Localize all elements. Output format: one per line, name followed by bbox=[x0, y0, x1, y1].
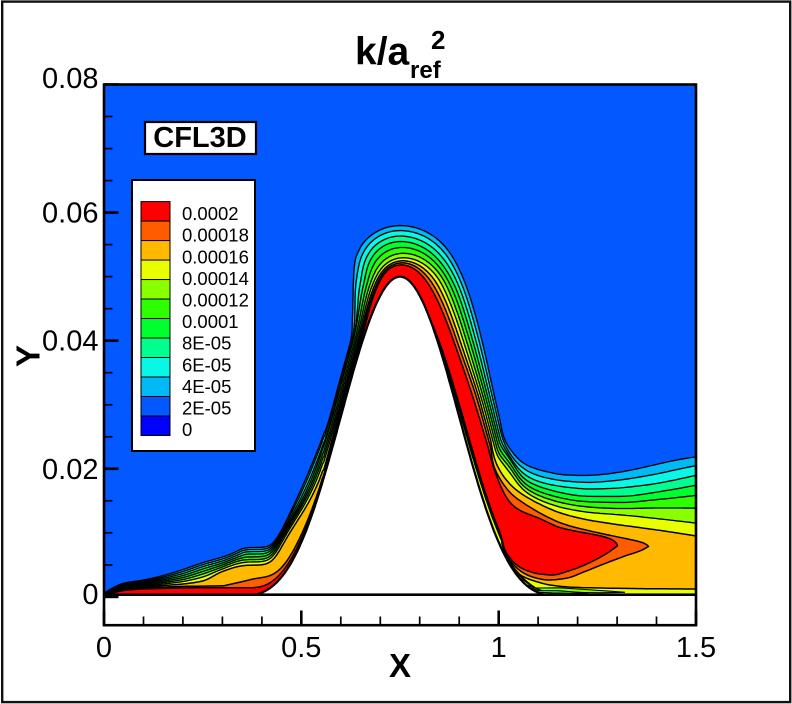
svg-text:0.00012: 0.00012 bbox=[182, 290, 249, 311]
svg-text:6E-05: 6E-05 bbox=[182, 354, 231, 375]
svg-text:X: X bbox=[389, 647, 411, 684]
svg-text:0: 0 bbox=[182, 419, 192, 440]
svg-text:1: 1 bbox=[491, 632, 507, 664]
svg-text:1.5: 1.5 bbox=[676, 632, 716, 664]
svg-text:2: 2 bbox=[431, 25, 445, 55]
svg-text:0.00018: 0.00018 bbox=[182, 225, 249, 246]
svg-text:0.5: 0.5 bbox=[281, 632, 321, 664]
svg-text:0.06: 0.06 bbox=[42, 198, 98, 230]
svg-text:0.08: 0.08 bbox=[42, 63, 98, 95]
svg-text:8E-05: 8E-05 bbox=[182, 333, 231, 354]
svg-text:0.0001: 0.0001 bbox=[182, 311, 239, 332]
svg-text:Y: Y bbox=[10, 345, 47, 367]
svg-text:0.00016: 0.00016 bbox=[182, 246, 249, 267]
svg-text:0.00014: 0.00014 bbox=[182, 268, 249, 289]
svg-text:2E-05: 2E-05 bbox=[182, 398, 231, 419]
svg-text:0.04: 0.04 bbox=[42, 326, 98, 358]
svg-text:ref: ref bbox=[410, 57, 442, 84]
svg-text:4E-05: 4E-05 bbox=[182, 376, 231, 397]
svg-text:0.0002: 0.0002 bbox=[182, 203, 239, 224]
svg-text:0.02: 0.02 bbox=[42, 454, 98, 486]
svg-text:CFL3D: CFL3D bbox=[153, 122, 246, 154]
svg-text:k/a: k/a bbox=[355, 31, 410, 74]
svg-text:0: 0 bbox=[82, 579, 98, 611]
svg-text:0: 0 bbox=[96, 632, 112, 664]
